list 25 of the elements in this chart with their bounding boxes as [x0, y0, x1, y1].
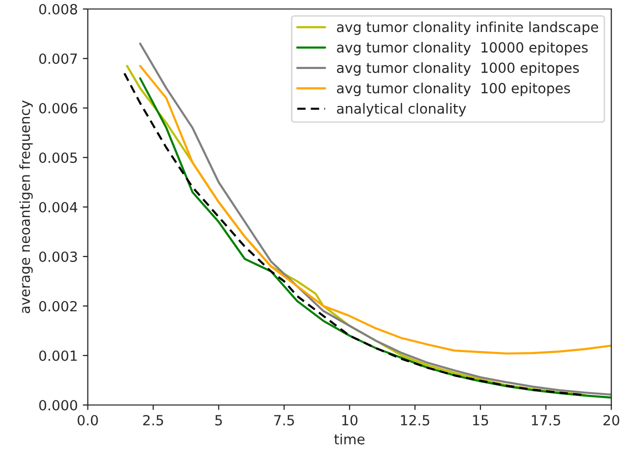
- y-tick-label: 0.003: [39, 251, 77, 262]
- legend-label: analytical clonality: [336, 103, 466, 116]
- y-tick-label: 0.005: [39, 152, 77, 163]
- x-axis-title: time: [334, 434, 365, 444]
- legend-label: avg tumor clonality 10000 epitopes: [336, 42, 588, 56]
- y-tick-label: 0.006: [39, 102, 78, 114]
- legend-label: avg tumor clonality infinite landscape: [336, 22, 598, 35]
- y-axis-title: average neoantigen frequency: [19, 100, 33, 314]
- x-tick-label: 7.5: [274, 415, 294, 426]
- y-tick-label: 0.008: [39, 4, 78, 14]
- y-tick-label: 0.000: [39, 400, 78, 410]
- x-tick-label: 0.0: [78, 414, 98, 426]
- y-tick-label: 0.001: [39, 350, 77, 361]
- x-tick-label: 20: [604, 414, 620, 426]
- y-tick-label: 0.004: [39, 202, 78, 212]
- x-tick-label: 12.5: [401, 414, 430, 426]
- x-tick-label: 5: [215, 415, 222, 426]
- legend-label: avg tumor clonality 100 epitopes: [336, 82, 570, 96]
- x-tick-label: 15: [473, 415, 488, 426]
- y-tick-label: 0.002: [39, 300, 77, 312]
- legend-label: avg tumor clonality 1000 epitopes: [336, 62, 579, 76]
- x-tick-label: 2.5: [143, 414, 164, 426]
- x-tick-label: 17.5: [532, 415, 560, 426]
- x-tick-label: 10: [342, 414, 358, 426]
- y-tick-label: 0.007: [39, 53, 77, 64]
